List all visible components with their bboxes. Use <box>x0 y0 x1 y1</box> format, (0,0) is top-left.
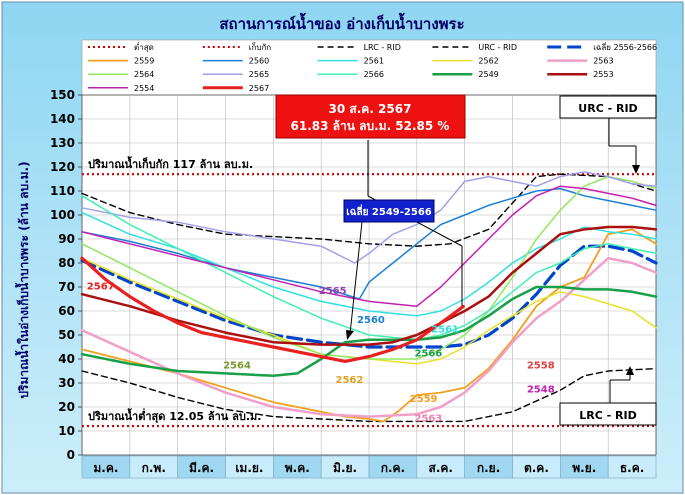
avg-callout-leader <box>349 221 363 335</box>
curve-label-2565: 2565 <box>319 286 347 297</box>
chart-title: สถานการณ์น้ำของ อ่างเก็บน้ำบางพระ <box>219 12 464 33</box>
current-callout-value: 61.83 ล้าน ลบ.ม. 52.85 % <box>291 119 450 133</box>
curve-label-2567: 2567 <box>87 281 115 292</box>
legend-label-11: 2565 <box>249 70 269 79</box>
y-tick-label-0: 0 <box>67 448 75 462</box>
legend: ต่ำสุด เก็บกัก LRC - RID URC - RID เฉลี่ย 25… <box>88 41 657 93</box>
x-tick-label-9: ต.ค. <box>524 461 549 475</box>
series-line-URC-RID <box>81 173 657 247</box>
urc-box-label: URC - RID <box>578 102 637 115</box>
y-tick-label-4: 40 <box>58 352 75 366</box>
legend-box <box>81 39 657 97</box>
y-tick-label-15: 150 <box>50 88 75 102</box>
legend-label-2: LRC - RID <box>364 43 401 52</box>
x-tick-label-6: ก.ค. <box>381 461 405 475</box>
x-tick-label-5: มิ.ย. <box>333 461 357 475</box>
legend-label-12: 2566 <box>364 70 384 79</box>
reference-lines: ปริมาณน้ำต่ำสุด 12.05 ล้าน ลบ.ม. ปริมาณน้… <box>82 156 656 428</box>
y-tick-label-2: 20 <box>58 400 75 414</box>
y-axis-label: ปริมาณน้ำในอ่างเก็บน้ำบางพระ (ล้าน ลบ.ม.… <box>14 161 31 398</box>
y-axis-title: ปริมาณน้ำในอ่างเก็บน้ำบางพระ (ล้าน ลบ.ม.… <box>14 161 31 398</box>
y-axis-ticks: 0 10 20 30 40 50 60 70 80 90 100 110 120 130 140 150 <box>50 88 82 462</box>
legend-label-16: 2567 <box>249 84 269 93</box>
legend-label-4: เฉลี่ย 2556-2566 <box>593 41 657 52</box>
lrc-box <box>559 402 657 426</box>
urc-arrowhead <box>632 165 640 174</box>
series-group <box>80 171 658 423</box>
avg-callout-box <box>343 199 435 223</box>
x-tick-label-2: มี.ค. <box>189 461 214 475</box>
x-tick-label-3: เม.ย. <box>235 461 263 475</box>
series-line-2567 <box>80 256 465 363</box>
y-tick-label-6: 60 <box>58 304 75 318</box>
legend-label-7: 2561 <box>364 57 384 66</box>
y-tick-label-5: 50 <box>58 328 75 342</box>
x-tick-label-0: ม.ค. <box>93 461 118 475</box>
legend-label-6: 2560 <box>249 57 269 66</box>
series-line-2564 <box>81 175 657 360</box>
series-line-2562 <box>81 257 657 365</box>
legend-label-9: 2563 <box>593 57 613 66</box>
avg-callout-text: เฉลี่ย 2549-2566 <box>346 204 432 218</box>
y-tick-label-3: 30 <box>58 376 75 390</box>
x-tick-label-4: พ.ค. <box>285 461 310 475</box>
series-line-2563 <box>80 256 658 418</box>
curve-label-2558: 2558 <box>527 361 555 372</box>
series-line-LRC-RID <box>81 367 657 423</box>
y-tick-label-11: 110 <box>50 184 75 198</box>
curve-label-2562: 2562 <box>336 375 364 386</box>
y-tick-label-13: 130 <box>50 136 75 150</box>
y-tick-label-12: 120 <box>50 160 75 174</box>
x-tick-label-11: ธ.ค. <box>620 461 644 475</box>
legend-label-0: ต่ำสุด <box>134 41 154 52</box>
legend-label-14: 2553 <box>593 70 613 79</box>
legend-label-10: 2564 <box>134 70 154 79</box>
lrc-arrowhead <box>626 366 634 375</box>
y-tick-label-8: 80 <box>58 256 75 270</box>
lrc-box-label: LRC - RID <box>579 409 636 422</box>
y-tick-label-10: 100 <box>50 208 75 222</box>
series-line-2554 <box>81 185 657 307</box>
current-callout-box <box>275 94 466 139</box>
y-tick-label-1: 10 <box>58 424 75 438</box>
curve-labels: 2567 2565 2560 2561 2566 2564 2562 2558 2548 2559… <box>87 281 555 424</box>
urc-box <box>559 95 657 119</box>
legend-label-1: เก็บกัก <box>249 42 271 52</box>
ref-label-min: ปริมาณน้ำต่ำสุด 12.05 ล้าน ลบ.ม. <box>88 408 261 424</box>
legend-label-15: 2554 <box>134 84 154 93</box>
x-month-cell-11 <box>607 455 657 479</box>
y-tick-label-9: 90 <box>58 232 75 246</box>
x-tick-label-10: พ.ย. <box>572 461 596 475</box>
x-tick-label-7: ส.ค. <box>429 461 453 475</box>
ref-label-cap: ปริมาณน้ำเก็บกัก 117 ล้าน ลบ.ม. <box>88 156 253 171</box>
x-axis-ticks: ม.ค. ก.พ. มี.ค. เม.ย. พ.ค. มิ.ย. ก.ค. ส.ค. ก.ย. ต… <box>81 455 657 479</box>
curve-label-2559: 2559 <box>410 394 438 405</box>
legend-label-13: 2549 <box>478 70 498 79</box>
curve-label-2564: 2564 <box>223 361 251 372</box>
curve-label-2548: 2548 <box>527 385 555 396</box>
current-callout-date: 30 ส.ค. 2567 <box>329 102 412 116</box>
curve-label-2563: 2563 <box>414 413 442 424</box>
y-tick-label-14: 140 <box>50 112 75 126</box>
series-line-2566 <box>81 195 657 341</box>
avg-callout-arrowhead <box>346 330 354 340</box>
curve-label-2560: 2560 <box>357 315 385 326</box>
legend-label-3: URC - RID <box>478 43 517 52</box>
curve-label-2566: 2566 <box>414 349 442 360</box>
x-tick-label-8: ก.ย. <box>477 461 500 475</box>
x-tick-label-1: ก.พ. <box>142 461 166 475</box>
legend-label-8: 2562 <box>478 57 498 66</box>
curve-label-2561: 2561 <box>431 325 459 336</box>
series-line-2559 <box>81 228 657 423</box>
legend-label-5: 2559 <box>134 57 154 66</box>
y-tick-label-7: 70 <box>58 280 75 294</box>
series-line--2556-2566 <box>80 244 658 349</box>
